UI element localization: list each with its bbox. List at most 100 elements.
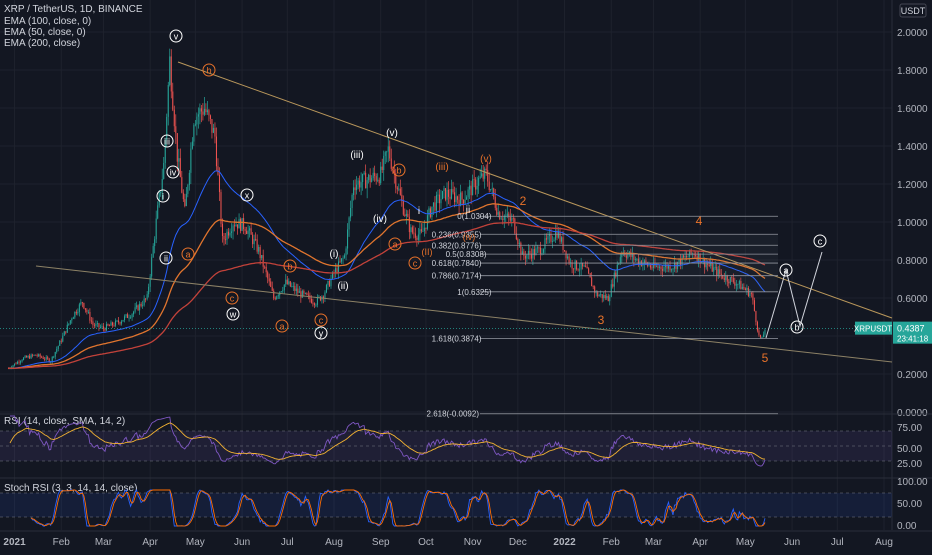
candle-body xyxy=(96,323,98,325)
candle-body xyxy=(359,180,361,188)
lower-trendline xyxy=(35,265,893,363)
candle-body xyxy=(42,357,44,359)
candle-body xyxy=(419,229,421,235)
candle-body xyxy=(172,91,174,110)
candle-body xyxy=(87,311,89,313)
candle-body xyxy=(405,213,407,216)
candle-body xyxy=(140,303,142,306)
time-tick-label: Oct xyxy=(418,537,434,548)
candle-body xyxy=(512,218,514,220)
candle-body xyxy=(586,266,588,269)
candle-body xyxy=(322,296,324,299)
candle-body xyxy=(701,262,703,264)
candle-body xyxy=(463,199,465,204)
candle-body xyxy=(750,293,752,295)
candle-body xyxy=(227,231,230,236)
candle-body xyxy=(598,295,600,297)
price-tick-label: 1.6000 xyxy=(897,104,928,115)
candle-body xyxy=(607,295,609,302)
candle-body xyxy=(390,158,392,169)
candle-body xyxy=(193,125,195,142)
candle-body xyxy=(105,324,107,331)
candle-body xyxy=(655,266,657,268)
candle-body xyxy=(205,108,207,113)
candle-body xyxy=(286,279,288,284)
candle-body xyxy=(634,259,636,260)
candle-body xyxy=(744,288,746,291)
candle-body xyxy=(221,223,224,237)
candle-body xyxy=(145,298,147,300)
candle-body xyxy=(434,202,436,211)
last-price-label: 0.4387 xyxy=(897,324,925,334)
candle-body xyxy=(529,251,531,254)
candle-body xyxy=(663,267,665,271)
candle-body xyxy=(371,178,373,183)
candle-body xyxy=(502,218,504,220)
candle-body xyxy=(497,212,499,215)
wave-circle-b2 xyxy=(283,259,297,273)
candle-body xyxy=(547,235,549,240)
wave-label-a3: a xyxy=(392,240,397,250)
candle-body xyxy=(283,284,285,291)
price-tick-label: 0.6000 xyxy=(897,294,928,305)
fib-level-label: 1(0.6325) xyxy=(457,288,492,297)
fib-level-label: 0.382(0.8776) xyxy=(432,241,482,250)
time-tick-label: Apr xyxy=(692,537,708,548)
candle-body xyxy=(542,249,544,253)
candle-body xyxy=(243,218,245,229)
candle-body xyxy=(366,180,368,189)
candle-body xyxy=(128,317,130,319)
wave-circle-proj-b xyxy=(790,320,804,334)
candle-body xyxy=(559,231,561,242)
candle-body xyxy=(460,192,462,206)
wave-circle-c1 xyxy=(225,291,239,305)
candle-body xyxy=(255,239,257,240)
candle-body xyxy=(353,187,355,195)
candle-body xyxy=(464,199,466,204)
candle-body xyxy=(95,323,97,326)
candle-body xyxy=(491,188,493,190)
wave-label-proj-b: b xyxy=(794,323,799,333)
candle-body xyxy=(455,196,457,203)
candle-body xyxy=(175,126,177,134)
candle-body xyxy=(78,304,80,312)
candle-body xyxy=(625,255,627,258)
candle-body xyxy=(372,172,374,179)
candle-body xyxy=(722,274,724,279)
candle-body xyxy=(369,174,371,183)
candle-body xyxy=(621,253,623,258)
candle-body xyxy=(758,330,760,335)
candle-body xyxy=(368,174,370,181)
currency-badge-box[interactable] xyxy=(899,3,927,18)
candle-body xyxy=(252,234,254,245)
candle-body xyxy=(408,216,410,233)
candle-body xyxy=(678,258,680,262)
wave-number-2: 2 xyxy=(520,194,527,208)
candle-body xyxy=(196,116,198,125)
wave-circle-proj-c xyxy=(813,234,827,248)
candle-body xyxy=(261,255,263,259)
candle-body xyxy=(616,264,618,277)
candle-body xyxy=(413,232,415,234)
candle-body xyxy=(541,252,543,255)
wave-label-v: v xyxy=(174,32,179,42)
stoch-d-line xyxy=(30,489,766,527)
candle-body xyxy=(127,314,129,318)
candle-body xyxy=(139,303,141,311)
candle-body xyxy=(447,189,450,197)
candle-body xyxy=(93,324,95,326)
candle-body xyxy=(154,239,156,247)
wave-label-b1: b xyxy=(206,66,211,76)
wave-label-iv: iv xyxy=(170,168,177,178)
wave-circle-ii xyxy=(159,251,173,265)
candle-body xyxy=(420,229,422,232)
price-tick-label: 1.4000 xyxy=(897,142,928,153)
time-tick-label: Sep xyxy=(372,537,390,548)
candle-body xyxy=(274,298,276,300)
candle-body xyxy=(292,285,294,287)
candle-body xyxy=(220,192,222,224)
candle-body xyxy=(746,287,748,291)
candle-body xyxy=(527,251,529,255)
candle-body xyxy=(226,231,228,240)
